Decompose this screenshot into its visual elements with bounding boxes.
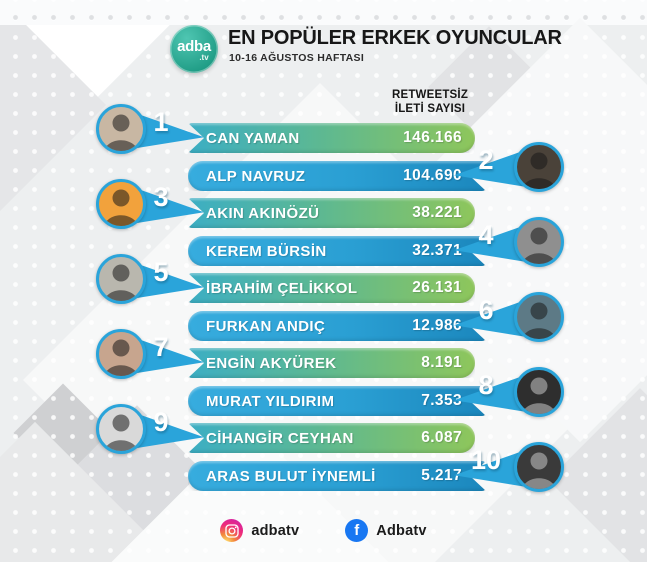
rank-bar: ARAS BULUT İYNEMLİ 5.217	[188, 461, 486, 491]
instagram-icon	[220, 519, 244, 542]
rank-bar: İBRAHİM ÇELİKKOL 26.131	[188, 273, 475, 303]
tweet-count: 146.166	[403, 129, 462, 146]
tweet-count: 6.087	[421, 429, 462, 446]
actor-name: CİHANGİR CEYHAN	[206, 429, 354, 447]
actor-name: AKIN AKINÖZÜ	[206, 204, 320, 222]
facebook-icon: f	[345, 519, 369, 542]
facebook-handle: Adbatv	[376, 522, 427, 539]
page-subtitle: 10-16 AĞUSTOS HAFTASI	[229, 52, 365, 64]
rank-row-7: ENGİN AKYÜREK 8.191 7	[0, 329, 647, 379]
value-column-header: RETWEETSİZ İLETİ SAYISI	[369, 88, 491, 116]
actor-name: MURAT YILDIRIM	[206, 392, 335, 410]
value-column-header-line1: RETWEETSİZ	[391, 89, 469, 101]
tweet-count: 26.131	[412, 279, 462, 296]
value-column-header-line2: İLETİ SAYISI	[394, 103, 466, 116]
tweet-count: 5.217	[421, 467, 462, 484]
tweet-count: 38.221	[412, 204, 462, 221]
badge-arrow-icon	[118, 106, 204, 152]
tweet-count: 32.371	[412, 242, 462, 259]
instagram-handle-group: adbatv	[220, 519, 299, 542]
rank-row-3: AKIN AKINÖZÜ 38.221 3	[0, 179, 647, 229]
actor-name: CAN YAMAN	[206, 129, 300, 147]
rank-number: 1	[153, 107, 169, 137]
actor-name: ARAS BULUT İYNEMLİ	[206, 467, 376, 485]
actor-name: ENGİN AKYÜREK	[206, 354, 337, 372]
tweet-count: 8.191	[421, 354, 462, 371]
rank-bar: CAN YAMAN 146.166	[188, 123, 475, 153]
rank-row-1: CAN YAMAN 146.166 1	[0, 104, 647, 154]
rank-bar: AKIN AKINÖZÜ 38.221	[188, 198, 475, 228]
person-silhouette-icon	[103, 114, 139, 151]
tweet-count: 7.353	[421, 392, 462, 409]
rank-row-6: FURKAN ANDIÇ 12.986 6	[0, 292, 647, 342]
tweet-count: 104.690	[403, 167, 462, 184]
rank-bar: MURAT YILDIRIM 7.353	[188, 386, 486, 416]
rank-bar: ALP NAVRUZ 104.690	[188, 161, 486, 191]
actor-name: İBRAHİM ÇELİKKOL	[206, 279, 358, 297]
rank-row-10: ARAS BULUT İYNEMLİ 5.217 10	[0, 442, 647, 492]
instagram-handle: adbatv	[251, 522, 300, 539]
rank-row-8: MURAT YILDIRIM 7.353 8	[0, 367, 647, 417]
rank-bar: KEREM BÜRSİN 32.371	[188, 236, 486, 266]
adba-tv-logo: adba .tv	[170, 25, 218, 73]
rank-row-5: İBRAHİM ÇELİKKOL 26.131 5	[0, 254, 647, 304]
logo-text: adba	[177, 38, 211, 55]
rank-bar: ENGİN AKYÜREK 8.191	[188, 348, 475, 378]
logo-tld: .tv	[199, 53, 209, 62]
actor-name: KEREM BÜRSİN	[206, 242, 327, 260]
actor-name: ALP NAVRUZ	[206, 167, 306, 185]
rank-row-4: KEREM BÜRSİN 32.371 4	[0, 217, 647, 267]
rank-row-2: ALP NAVRUZ 104.690 2	[0, 142, 647, 192]
facebook-handle-group: f Adbatv	[345, 519, 426, 542]
tweet-count: 12.986	[412, 317, 462, 334]
actor-name: FURKAN ANDIÇ	[206, 317, 326, 335]
page-title: EN POPÜLER ERKEK OYUNCULAR	[228, 27, 562, 49]
bg-diamond	[367, 17, 647, 443]
rank-bar: CİHANGİR CEYHAN 6.087	[188, 423, 475, 453]
bg-top-band	[0, 0, 647, 25]
rank-row-9: CİHANGİR CEYHAN 6.087 9	[0, 404, 647, 454]
actor-photo	[96, 104, 146, 154]
rank-bar: FURKAN ANDIÇ 12.986	[188, 311, 486, 341]
footer-social-bar: adbatv f Adbatv	[0, 519, 647, 542]
